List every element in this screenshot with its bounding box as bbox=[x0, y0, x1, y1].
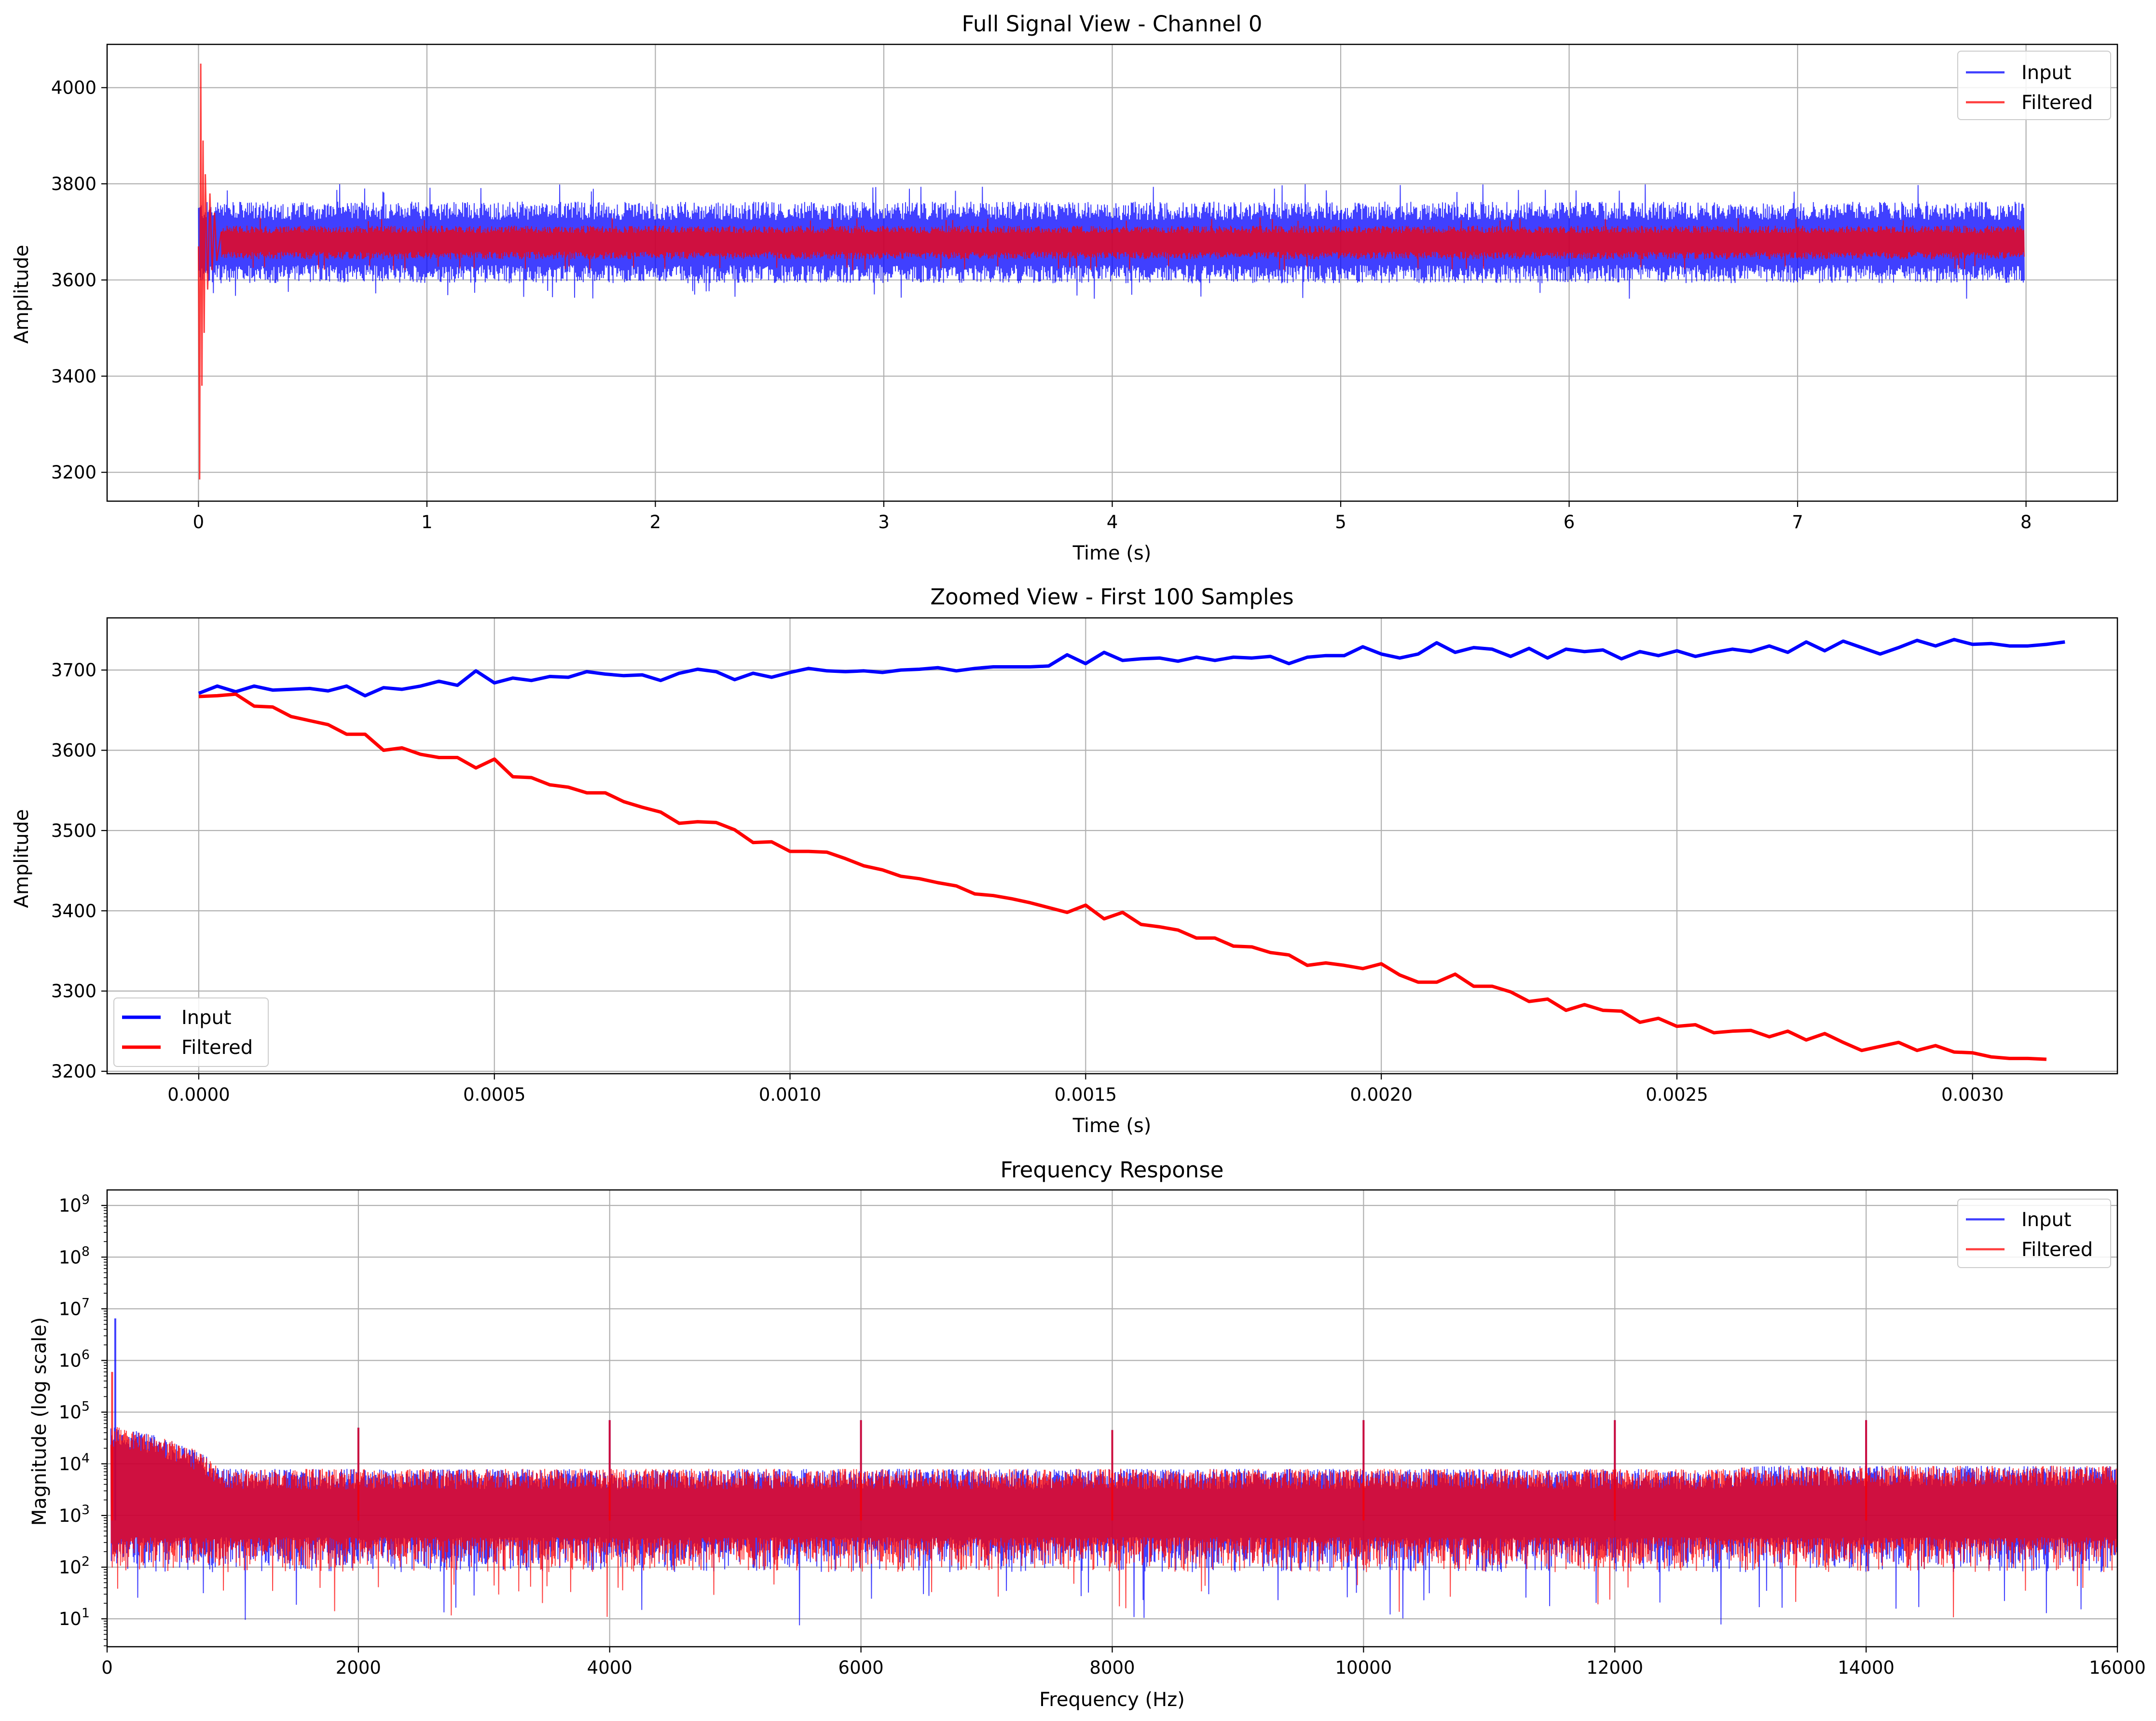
grid-lines bbox=[107, 44, 2117, 501]
y-tick-label: 3600 bbox=[51, 270, 96, 290]
x-tick-label: 0.0005 bbox=[463, 1084, 525, 1105]
y-tick-label: 4000 bbox=[51, 78, 96, 98]
x-tick-label: 0 bbox=[101, 1657, 113, 1678]
x-tick-label: 12000 bbox=[1586, 1657, 1643, 1678]
x-tick-label: 6 bbox=[1564, 512, 1575, 533]
x-tick-label: 14000 bbox=[1838, 1657, 1895, 1678]
x-axis-label: Time (s) bbox=[1072, 1115, 1152, 1137]
axes-frame bbox=[106, 1189, 2118, 1648]
chart-title: Frequency Response bbox=[1001, 1157, 1224, 1183]
axes-frame bbox=[106, 617, 2118, 1075]
x-tick-label: 0.0010 bbox=[759, 1084, 821, 1105]
y-tick-label: 3600 bbox=[51, 740, 96, 761]
x-tick-label: 5 bbox=[1335, 512, 1346, 533]
legend-label-filtered: Filtered bbox=[2021, 92, 2093, 114]
series-line-filtered bbox=[198, 692, 2047, 1061]
x-tick-label: 4 bbox=[1107, 512, 1118, 533]
y-tick-label: 3300 bbox=[51, 981, 96, 1002]
y-axis-label: Magnitude (log scale) bbox=[28, 1317, 51, 1526]
zoomed-view-panel: Zoomed View - First 100 Samples Time (s)… bbox=[11, 584, 2118, 1137]
x-axis-label: Frequency (Hz) bbox=[1039, 1689, 1185, 1711]
x-tick-label: 0.0000 bbox=[167, 1084, 230, 1105]
full-signal-panel: Full Signal View - Channel 0 Time (s) Am… bbox=[11, 11, 2118, 564]
y-axis-label: Amplitude bbox=[11, 809, 33, 908]
series-transient-filtered bbox=[197, 63, 222, 480]
legend: Input Filtered bbox=[113, 997, 269, 1067]
y-tick-label: 3400 bbox=[51, 901, 96, 921]
series-marks bbox=[197, 63, 2025, 480]
series-marks bbox=[198, 638, 2065, 1061]
x-tick-label: 0.0015 bbox=[1055, 1084, 1117, 1105]
series-line-input bbox=[198, 638, 2065, 697]
x-tick-labels: 0.0000 0.0005 0.0010 0.0015 0.0020 0.0025 0.00… bbox=[167, 1074, 2004, 1105]
legend-label-input: Input bbox=[2021, 62, 2072, 84]
chart-title: Zoomed View - First 100 Samples bbox=[930, 584, 1293, 610]
x-tick-label: 2 bbox=[650, 512, 661, 533]
x-tick-label: 8 bbox=[2020, 512, 2032, 533]
axes-frame bbox=[106, 43, 2118, 502]
legend-label-filtered: Filtered bbox=[181, 1037, 253, 1059]
x-tick-label: 0.0020 bbox=[1350, 1084, 1412, 1105]
x-tick-label: 8000 bbox=[1089, 1657, 1135, 1678]
y-tick-label: 3700 bbox=[51, 660, 96, 681]
series-line-filtered bbox=[220, 217, 2025, 271]
y-tick-label: 3400 bbox=[51, 366, 96, 387]
x-tick-label: 0 bbox=[193, 512, 205, 533]
x-tick-label: 0.0025 bbox=[1646, 1084, 1708, 1105]
legend-label-input: Input bbox=[2021, 1209, 2072, 1231]
x-tick-label: 2000 bbox=[336, 1657, 381, 1678]
x-tick-label: 6000 bbox=[838, 1657, 884, 1678]
y-tick-label: 3800 bbox=[51, 174, 96, 194]
y-tick-label: 3200 bbox=[51, 1061, 96, 1082]
x-tick-label: 10000 bbox=[1335, 1657, 1392, 1678]
y-tick-label: 3200 bbox=[51, 462, 96, 483]
x-tick-labels: 0 1 2 3 4 5 6 7 8 bbox=[193, 501, 2032, 533]
x-tick-label: 0.0030 bbox=[1941, 1084, 2004, 1105]
chart-title: Full Signal View - Channel 0 bbox=[961, 11, 1262, 37]
x-tick-labels: 0 2000 4000 6000 8000 10000 12000 14000 16000 bbox=[101, 1647, 2146, 1678]
x-tick-label: 16000 bbox=[2089, 1657, 2146, 1678]
legend: Input Filtered bbox=[1957, 51, 2111, 120]
y-tick-labels: 3200 3400 3600 3800 4000 bbox=[51, 78, 107, 483]
x-tick-label: 4000 bbox=[587, 1657, 632, 1678]
y-tick-label: 101 bbox=[59, 1606, 90, 1629]
x-tick-label: 7 bbox=[1792, 512, 1803, 533]
x-tick-label: 3 bbox=[878, 512, 890, 533]
y-tick-label: 3500 bbox=[51, 820, 96, 841]
legend-label-input: Input bbox=[181, 1007, 232, 1029]
frequency-response-panel: Frequency Response Frequency (Hz) Magnit… bbox=[28, 1157, 2146, 1711]
legend-label-filtered: Filtered bbox=[2021, 1239, 2093, 1261]
x-axis-label: Time (s) bbox=[1072, 542, 1152, 564]
series-line-filtered bbox=[110, 1427, 2117, 1618]
y-tick-label: 106 bbox=[59, 1348, 90, 1371]
legend-box bbox=[1957, 1199, 2111, 1268]
legend-box bbox=[113, 997, 269, 1067]
x-tick-label: 1 bbox=[421, 512, 433, 533]
y-axis-label: Amplitude bbox=[11, 245, 33, 344]
y-tick-labels: 3200 3300 3400 3500 3600 3700 bbox=[51, 660, 107, 1082]
legend: Input Filtered bbox=[1957, 1199, 2111, 1268]
series-marks bbox=[110, 1318, 2117, 1625]
y-tick-label: 102 bbox=[59, 1554, 90, 1578]
